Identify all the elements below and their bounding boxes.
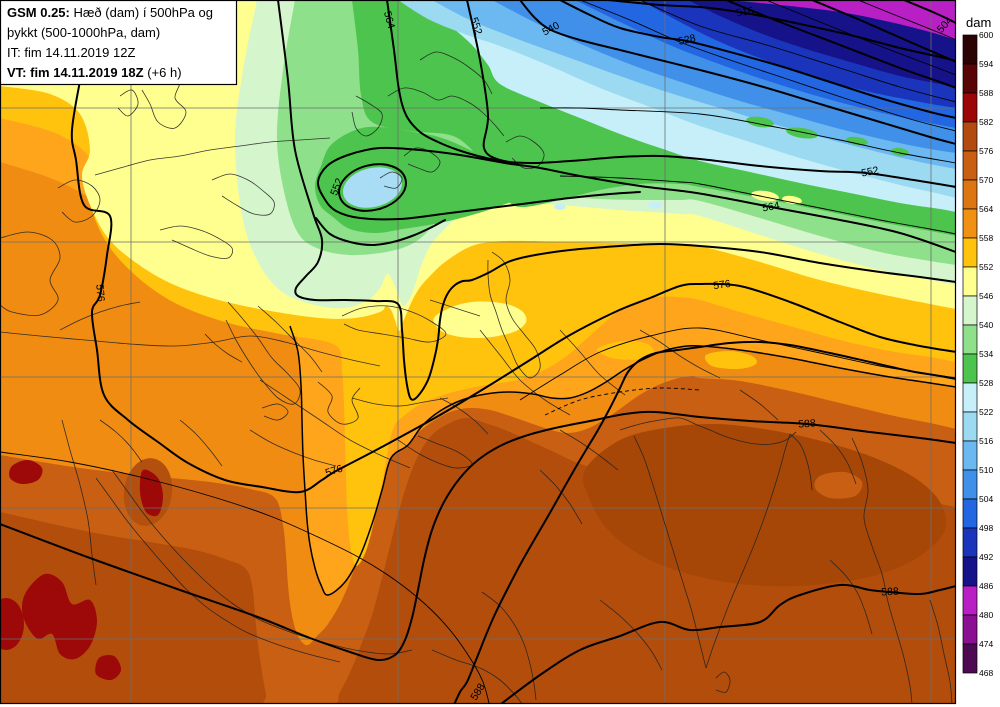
svg-text:564: 564 xyxy=(381,10,397,30)
svg-text:528: 528 xyxy=(677,32,697,48)
svg-text:576: 576 xyxy=(93,284,106,303)
svg-text:588: 588 xyxy=(798,417,816,430)
svg-text:492: 492 xyxy=(979,552,993,562)
svg-text:588: 588 xyxy=(881,586,899,599)
svg-text:564: 564 xyxy=(979,204,993,214)
svg-text:570: 570 xyxy=(979,175,993,185)
svg-text:582: 582 xyxy=(979,117,993,127)
svg-text:GSM 0.25: Hæð (dam) í 500hPa o: GSM 0.25: Hæð (dam) í 500hPa og xyxy=(7,5,213,20)
svg-text:534: 534 xyxy=(979,349,993,359)
svg-text:564: 564 xyxy=(761,200,780,215)
svg-text:498: 498 xyxy=(979,523,993,533)
svg-text:588: 588 xyxy=(979,88,993,98)
svg-text:546: 546 xyxy=(979,291,993,301)
svg-text:VT: fim 14.11.2019 18Z (+6 h): VT: fim 14.11.2019 18Z (+6 h) xyxy=(7,65,182,80)
svg-text:576: 576 xyxy=(712,278,731,292)
svg-text:600: 600 xyxy=(979,30,993,40)
svg-text:558: 558 xyxy=(979,233,993,243)
svg-text:þykkt (500-1000hPa, dam): þykkt (500-1000hPa, dam) xyxy=(7,25,160,40)
svg-text:510: 510 xyxy=(979,465,993,475)
svg-text:552: 552 xyxy=(468,16,485,37)
svg-text:480: 480 xyxy=(979,610,993,620)
svg-text:516: 516 xyxy=(735,5,754,20)
svg-text:576: 576 xyxy=(979,146,993,156)
svg-text:540: 540 xyxy=(979,320,993,330)
svg-text:468: 468 xyxy=(979,668,993,678)
svg-text:516: 516 xyxy=(979,436,993,446)
svg-text:576: 576 xyxy=(324,463,345,480)
svg-text:IT: fim 14.11.2019 12Z: IT: fim 14.11.2019 12Z xyxy=(7,45,135,60)
svg-text:522: 522 xyxy=(979,407,993,417)
svg-text:594: 594 xyxy=(979,59,993,69)
svg-text:504: 504 xyxy=(979,494,993,504)
svg-text:528: 528 xyxy=(979,378,993,388)
svg-text:552: 552 xyxy=(860,164,880,179)
svg-text:486: 486 xyxy=(979,581,993,591)
svg-text:552: 552 xyxy=(979,262,993,272)
svg-text:dam: dam xyxy=(966,15,991,30)
svg-text:474: 474 xyxy=(979,639,993,649)
